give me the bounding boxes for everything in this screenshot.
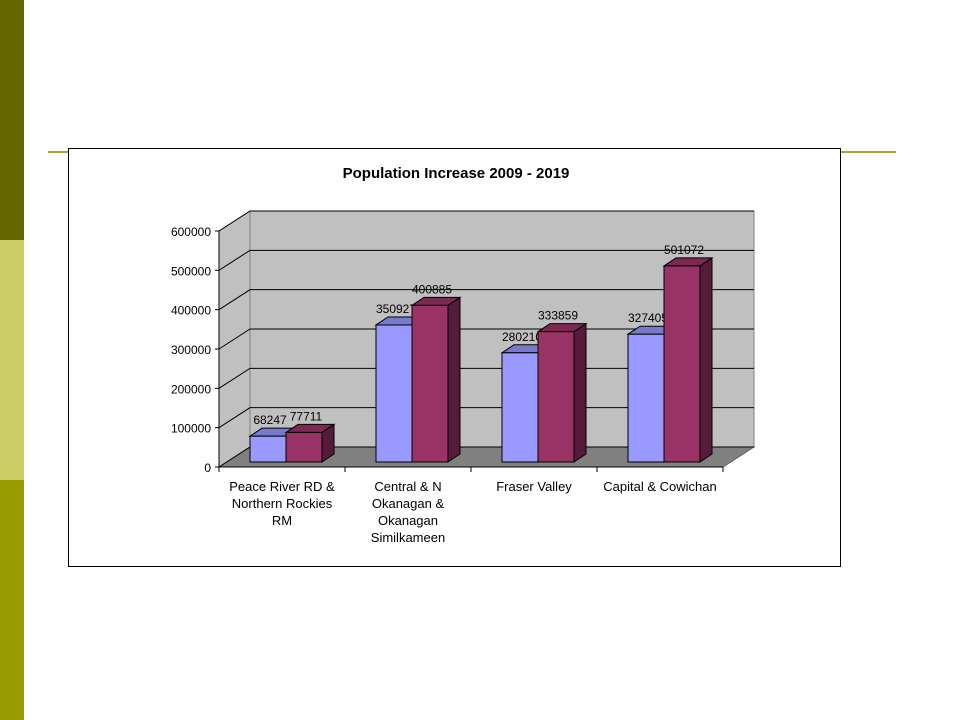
bar: [537, 331, 575, 463]
x-category-label-line: Okanagan: [378, 513, 438, 528]
data-label: 327405: [628, 311, 668, 325]
data-label: 501072: [664, 243, 704, 257]
sidebar-band-bottom: [0, 480, 24, 720]
data-label: 400885: [412, 282, 452, 296]
bar: [663, 265, 701, 463]
chart-title: Population Increase 2009 - 2019: [343, 165, 570, 182]
x-category-label-line: Northern Rockies: [232, 496, 333, 511]
bar: [249, 435, 287, 463]
y-tick-label: 400000: [171, 304, 211, 318]
gridline: [218, 249, 754, 271]
y-tick-label: 600000: [171, 225, 211, 239]
y-tick-label: 100000: [171, 422, 211, 436]
x-category-label: Fraser Valley: [496, 479, 572, 494]
bar: [375, 324, 413, 463]
data-label: 280210: [502, 330, 542, 344]
sidebar-band-middle: [0, 240, 24, 480]
x-category-label-line: Peace River RD &: [229, 479, 335, 494]
x-category-label: Central & N Okanagan & Okanagan Similkameen: [371, 479, 445, 545]
y-tick-label: 500000: [171, 264, 211, 278]
bar: [285, 431, 323, 463]
data-label: 77711: [290, 409, 323, 423]
bar-side: [699, 256, 713, 463]
data-label: 68247: [253, 413, 287, 427]
plot-area: 0 100000 200000 300000 400000 500000 600000 Pea…: [171, 210, 756, 545]
bar-side: [447, 296, 461, 463]
x-category-label-line: Okanagan &: [372, 496, 445, 511]
x-category-label: Peace River RD & Northern Rockies RM: [229, 479, 335, 528]
y-tick-label: 200000: [171, 382, 211, 396]
sidebar-band-top: [0, 0, 24, 240]
y-tick-label: 300000: [171, 343, 211, 357]
bar: [627, 333, 665, 463]
bar: [501, 352, 539, 463]
data-label: 350927: [376, 302, 416, 316]
data-label: 333859: [538, 309, 578, 323]
x-category-label-line: Capital & Cowichan: [603, 479, 716, 494]
bar-side: [573, 322, 587, 463]
gridline: [218, 289, 754, 311]
y-tick-label: 0: [204, 461, 211, 475]
x-category-label-line: Central & N: [374, 479, 441, 494]
x-category-label-line: RM: [272, 513, 292, 528]
x-category-label-line: Fraser Valley: [496, 479, 572, 494]
gridline: [218, 210, 754, 232]
x-category-label-line: Similkameen: [371, 530, 445, 545]
x-category-label: Capital & Cowichan: [603, 479, 716, 494]
bar: [411, 304, 449, 463]
